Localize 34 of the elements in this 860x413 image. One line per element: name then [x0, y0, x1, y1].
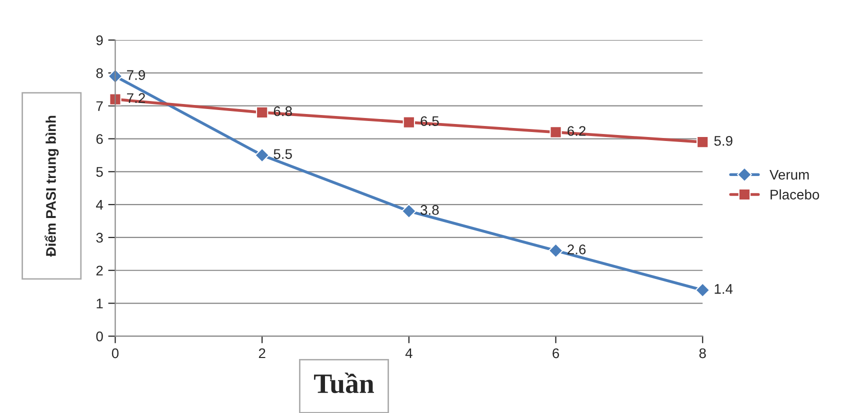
point: [256, 106, 268, 119]
legend-label: Verum: [770, 170, 809, 180]
data-label: 2.6: [568, 244, 586, 254]
y-tick-label: 2: [96, 266, 103, 276]
point: [695, 282, 710, 298]
y-tick-label: 0: [96, 332, 103, 342]
y-axis-title: Điểm PASI trung bình: [44, 116, 59, 257]
x-tick-label: 2: [258, 348, 266, 358]
point: [550, 126, 562, 138]
x-tick-label: 6: [552, 348, 560, 358]
point: [696, 136, 709, 148]
data-label: 5.9: [714, 136, 732, 146]
point: [254, 148, 270, 163]
y-tick-label: 7: [96, 101, 103, 111]
x-tick-label: 8: [699, 348, 706, 358]
data-label: 7.9: [127, 70, 145, 80]
data-label: 1.4: [714, 284, 733, 294]
x-axis-title: Tuần: [314, 372, 374, 394]
data-label: 5.5: [274, 149, 292, 159]
x-tick-label: 4: [405, 348, 412, 358]
data-label: 3.8: [420, 205, 439, 215]
y-tick-label: 1: [96, 298, 103, 308]
y-tick-label: 4: [96, 200, 104, 210]
y-tick-label: 6: [96, 134, 103, 144]
point: [548, 243, 564, 258]
x-tick-label: 0: [112, 348, 119, 358]
y-tick-label: 5: [96, 167, 103, 177]
point: [109, 93, 122, 106]
y-tick-label: 3: [96, 232, 103, 243]
point: [402, 204, 416, 219]
legend-label: Placebo: [770, 189, 820, 200]
point: [402, 116, 416, 128]
y-tick-label: 9: [96, 35, 103, 46]
y-tick-label: 8: [96, 68, 103, 78]
